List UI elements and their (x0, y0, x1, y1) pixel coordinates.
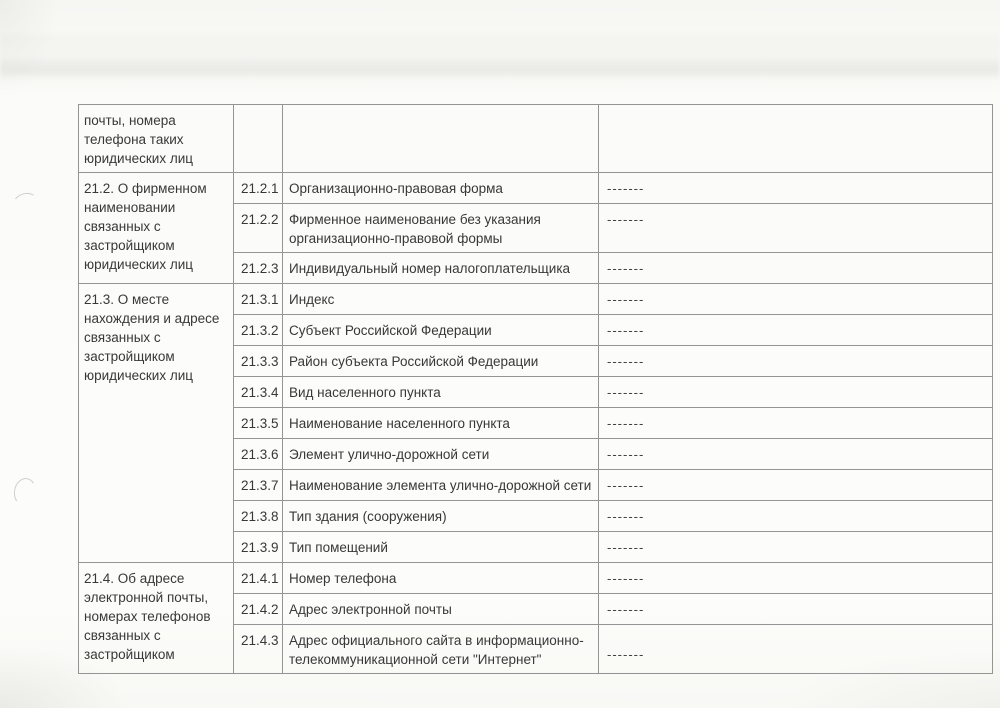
section-label-cell: 21.3. О месте нахождения и адресе связан… (78, 283, 234, 563)
row-value-cell: ------- (598, 562, 993, 594)
table-row: 21.3.3 Район субъекта Российской Федераци… (79, 345, 993, 377)
table-row: 21.4.3 Адрес официального сайта в информа… (79, 624, 993, 674)
table-row: 21.2.2 Фирменное наименование без указани… (79, 203, 993, 253)
row-number-cell: 21.3.7 (233, 469, 283, 501)
table-row: 21.2.3 Индивидуальный номер налогоплатель… (79, 252, 993, 284)
row-desc-cell: Наименование населенного пункта (282, 407, 599, 439)
scan-shadow-band (0, 56, 1000, 80)
section-label-cell: 21.2. О фирменном наименовании связанных… (78, 172, 234, 284)
row-value-cell (598, 104, 993, 173)
table-row: 21.3.9 Тип помещений ------- (79, 531, 993, 563)
row-number-cell: 21.3.9 (233, 531, 283, 563)
row-value-cell: ------- (598, 345, 993, 377)
table-row: 21.3.8 Тип здания (сооружения) ------- (79, 500, 993, 532)
scan-corner-shade (0, 0, 60, 100)
row-value-cell: ------- (598, 283, 993, 315)
row-desc-cell: Адрес официального сайта в информационно… (282, 624, 599, 674)
row-number-cell: 21.3.6 (233, 438, 283, 470)
table-row: 21.3.6 Элемент улично-дорожной сети ------… (79, 438, 993, 470)
row-desc-cell: Организационно-правовая форма (282, 172, 599, 204)
row-number-cell: 21.2.1 (233, 172, 283, 204)
row-desc-cell (282, 104, 599, 173)
row-desc-cell: Вид населенного пункта (282, 376, 599, 408)
table-row: почты, номера телефона таких юридических… (78, 104, 993, 173)
row-value-cell: ------- (598, 376, 993, 408)
row-value-cell: ------- (598, 172, 993, 204)
info-table: почты, номера телефона таких юридических… (78, 104, 993, 674)
row-number-cell: 21.3.5 (233, 407, 283, 439)
row-number-cell: 21.4.3 (233, 624, 283, 674)
row-number-cell: 21.4.2 (233, 593, 283, 625)
table-row: 21.4.2 Адрес электронной почты ------- (79, 593, 993, 625)
row-value-cell: ------- (598, 314, 993, 346)
row-desc-cell: Фирменное наименование без указания орга… (282, 203, 599, 253)
row-number-cell: 21.4.1 (233, 562, 283, 594)
row-value-cell: ------- (598, 469, 993, 501)
row-desc-cell: Субъект Российской Федерации (282, 314, 599, 346)
punch-mark-icon (10, 190, 42, 218)
row-desc-cell: Район субъекта Российской Федерации (282, 345, 599, 377)
table-row: 21.2. О фирменном наименовании связанных… (78, 172, 993, 284)
row-number-cell: 21.2.3 (233, 252, 283, 284)
section-label-cell: почты, номера телефона таких юридических… (78, 104, 234, 173)
table-row: 21.3.2 Субъект Российской Федерации ------… (79, 314, 993, 346)
row-value-cell: ------- (598, 531, 993, 563)
row-number-cell: 21.3.2 (233, 314, 283, 346)
row-number-cell: 21.3.3 (233, 345, 283, 377)
row-desc-cell: Наименование элемента улично-дорожной се… (282, 469, 599, 501)
row-number-cell: 21.3.1 (233, 283, 283, 315)
table-row: 21.3.7 Наименование элемента улично-дорож… (79, 469, 993, 501)
table-row: 21.3.4 Вид населенного пункта ------- (79, 376, 993, 408)
row-number-cell: 21.3.8 (233, 500, 283, 532)
table-row: 21.3. О месте нахождения и адресе связан… (78, 283, 993, 563)
row-value-cell: ------- (598, 500, 993, 532)
row-desc-cell: Индивидуальный номер налогоплательщика (282, 252, 599, 284)
scan-shadow-band (0, 34, 1000, 90)
row-desc-cell: Адрес электронной почты (282, 593, 599, 625)
row-desc-cell: Номер телефона (282, 562, 599, 594)
row-desc-cell: Тип здания (сооружения) (282, 500, 599, 532)
row-value-cell: ------- (598, 593, 993, 625)
row-desc-cell: Индекс (282, 283, 599, 315)
row-number-cell: 21.3.4 (233, 376, 283, 408)
info-table-body: почты, номера телефона таких юридических… (78, 104, 993, 674)
punch-mark-icon (12, 476, 38, 508)
table-row: 21.4. Об адресе электронной почты, номер… (78, 562, 993, 674)
row-number-cell: 21.2.2 (233, 203, 283, 253)
row-value-cell: ------- (598, 252, 993, 284)
row-value-cell: ------- (598, 624, 993, 674)
section-label-cell: 21.4. Об адресе электронной почты, номер… (78, 562, 234, 674)
row-value-cell: ------- (598, 438, 993, 470)
row-value-cell: ------- (598, 407, 993, 439)
row-desc-cell: Элемент улично-дорожной сети (282, 438, 599, 470)
row-desc-cell: Тип помещений (282, 531, 599, 563)
row-number-cell (233, 104, 283, 173)
row-value-cell: ------- (598, 203, 993, 253)
